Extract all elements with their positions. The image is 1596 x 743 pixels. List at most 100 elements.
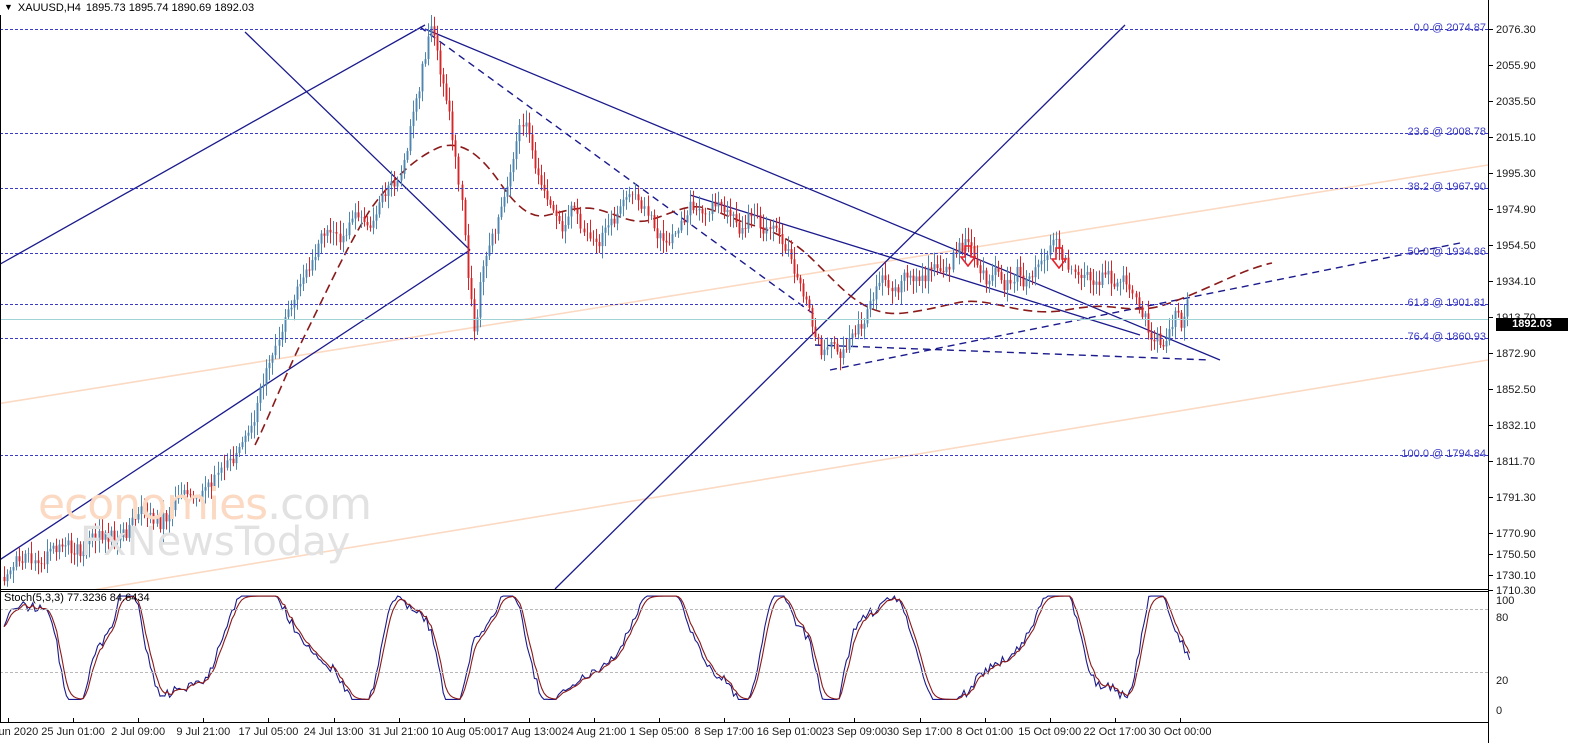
ytick-label: 1730.10 — [1496, 570, 1536, 582]
ytick-1750: 1750.50 — [1489, 549, 1536, 561]
ytick-1934: 1934.10 — [1489, 276, 1536, 288]
fib-line-764 — [0, 338, 1488, 339]
ohlc-values: 1895.73 1895.74 1890.69 1892.03 — [85, 1, 255, 14]
date-tickmark — [398, 718, 400, 723]
right-axis-border — [1488, 0, 1489, 743]
date-tickmark — [8, 718, 9, 723]
date-tick-label: 15 Oct 09:00 — [1018, 726, 1082, 738]
date-tick-label: 31 Jul 21:00 — [368, 726, 429, 738]
price-chart-canvas — [0, 15, 1488, 589]
chart-header: ▼ XAUUSD,H4 1895.73 1895.74 1890.69 1892… — [0, 0, 1596, 15]
fib-line-0 — [0, 29, 1488, 30]
ytick-2055: 2055.90 — [1489, 60, 1536, 72]
fib-label-1000: 100.0 @ 1794.84 — [1401, 448, 1486, 460]
date-tickmark — [203, 718, 205, 723]
date-tick-label: 17 Jul 05:00 — [238, 726, 299, 738]
stoch-tick-100: 100 — [1496, 595, 1514, 607]
date-tickmark — [73, 718, 75, 723]
ytick-label: 1791.30 — [1496, 492, 1536, 504]
date-tickmark — [854, 718, 856, 723]
ytick-label: 1811.70 — [1496, 456, 1535, 468]
date-tickmark — [659, 718, 661, 723]
date-tick-label: 22 Oct 17:00 — [1083, 726, 1147, 738]
fib-label-382: 38.2 @ 1967.90 — [1407, 181, 1486, 193]
date-tick-label: 8 Oct 01:00 — [956, 726, 1014, 738]
date-tick-label: 24 Aug 21:00 — [561, 726, 627, 738]
stoch-guide-80 — [0, 609, 1488, 610]
date-tickmark — [333, 718, 335, 723]
pane-separator-top — [0, 589, 1488, 590]
date-tickmark — [724, 718, 726, 723]
fib-label-0: 0.0 @ 2074.87 — [1413, 22, 1486, 34]
ytick-label: 1832.10 — [1496, 420, 1536, 432]
date-tick-label: 9 Jul 21:00 — [176, 726, 231, 738]
ytick-2015: 2015.10 — [1489, 132, 1536, 144]
date-tick-label: 17 Jun 2020 — [0, 726, 39, 738]
stoch-tick-20: 20 — [1496, 675, 1508, 687]
date-tick-label: 16 Sep 01:00 — [756, 726, 823, 738]
date-tickmark — [984, 718, 986, 723]
ytick-label: 1770.90 — [1496, 528, 1536, 540]
symbol-dropdown-caret-icon[interactable]: ▼ — [4, 2, 13, 12]
fib-label-618: 61.8 @ 1901.81 — [1407, 297, 1486, 309]
fib-label-764: 76.4 @ 1860.93 — [1407, 331, 1486, 343]
ytick-label: 2035.50 — [1496, 96, 1536, 108]
ytick-label: 1934.10 — [1496, 276, 1536, 288]
ytick-1995: 1995.30 — [1489, 168, 1536, 180]
current-price-tag: 1892.03 — [1496, 318, 1568, 331]
fib-line-382 — [0, 188, 1488, 189]
ytick-label: 1974.90 — [1496, 204, 1536, 216]
pane-separator-bottom — [0, 591, 1488, 592]
price-pane[interactable]: economies.com FxNewsToday — [0, 15, 1488, 589]
ytick-label: 1954.50 — [1496, 240, 1536, 252]
date-tick-label: 17 Aug 13:00 — [496, 726, 562, 738]
ytick-label: 1995.30 — [1496, 168, 1536, 180]
ytick-1811: 1811.70 — [1489, 456, 1535, 468]
date-tickmark — [268, 718, 270, 723]
ytick-1770: 1770.90 — [1489, 528, 1536, 540]
stochastic-pane[interactable] — [0, 591, 1488, 722]
fib-label-500: 50.0 @ 1934.86 — [1407, 246, 1486, 258]
date-tickmark — [1114, 718, 1116, 723]
stoch-tick-0: 0 — [1496, 705, 1502, 717]
fib-line-500 — [0, 253, 1488, 254]
date-tickmark — [1049, 718, 1051, 723]
ytick-1710: 1710.30 — [1489, 585, 1536, 597]
peach-channel-lines — [0, 164, 1488, 589]
ytick-label: 2055.90 — [1496, 60, 1536, 72]
ytick-1832: 1832.10 — [1489, 420, 1536, 432]
date-tickmark — [463, 718, 465, 723]
stoch-d-line — [3, 595, 1191, 700]
ytick-1730: 1730.10 — [1489, 570, 1536, 582]
date-tick-label: 25 Jun 01:00 — [41, 726, 105, 738]
ytick-2076: 2076.30 — [1489, 24, 1536, 36]
fib-line-1000 — [0, 455, 1488, 456]
price-axis[interactable]: 2076.30 2055.90 2035.50 2015.10 1995.30 … — [1489, 15, 1596, 722]
stoch-guide-20 — [0, 672, 1488, 673]
fib-line-618 — [0, 304, 1488, 305]
ytick-label: 2015.10 — [1496, 132, 1536, 144]
sell-arrow-2 — [1051, 247, 1067, 269]
date-tick-label: 23 Sep 09:00 — [821, 726, 888, 738]
stoch-tick-label: 80 — [1496, 612, 1509, 624]
date-tick-label: 24 Jul 13:00 — [303, 726, 364, 738]
stoch-k-line — [3, 595, 1191, 700]
navy-dashed-pattern — [419, 26, 1461, 371]
date-tick-label: 30 Sep 17:00 — [886, 726, 953, 738]
stoch-tick-label: 20 — [1496, 675, 1509, 687]
sell-arrow-1 — [960, 245, 976, 267]
ytick-label: 1852.50 — [1496, 384, 1536, 396]
ytick-2035: 2035.50 — [1489, 96, 1536, 108]
stoch-tick-label: 100 — [1496, 595, 1515, 607]
ytick-1872: 1872.90 — [1489, 348, 1536, 360]
stoch-indicator-label: Stoch(5,3,3) 77.3236 84.6434 — [4, 592, 150, 604]
current-price-line — [0, 319, 1488, 320]
ytick-label: 1710.30 — [1496, 585, 1536, 597]
date-tickmark — [789, 718, 791, 723]
fib-line-236 — [0, 133, 1488, 134]
date-tick-label: 30 Oct 00:00 — [1148, 726, 1212, 738]
date-tick-label: 1 Sep 05:00 — [629, 726, 689, 738]
left-axis-border — [0, 15, 1, 722]
